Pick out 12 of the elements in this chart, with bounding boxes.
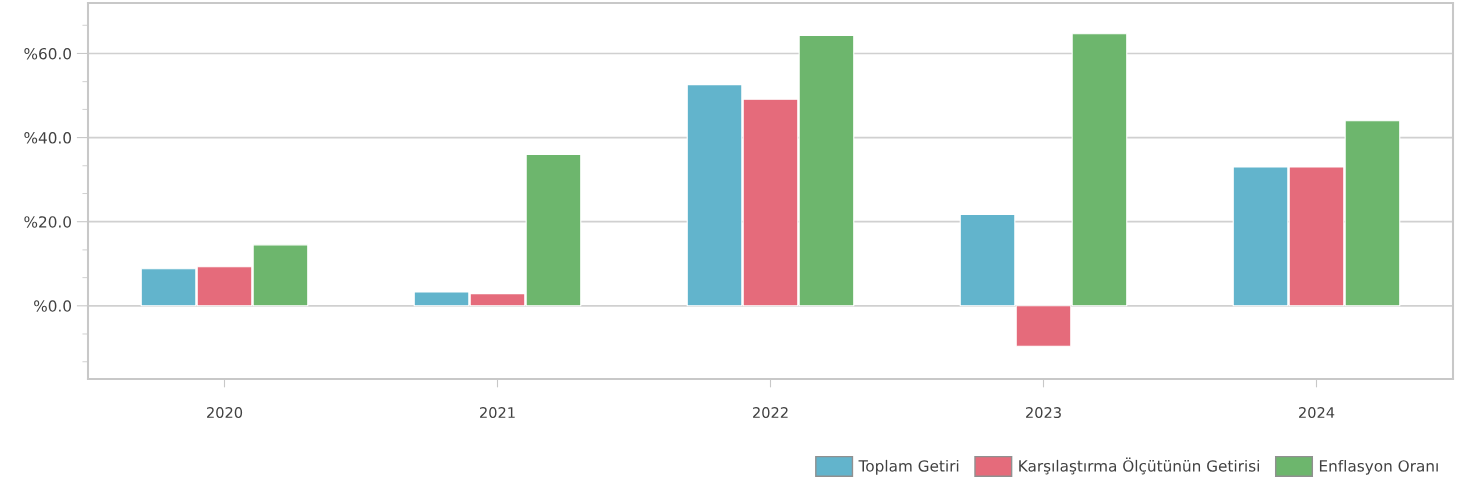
x-tick-label: 2023 xyxy=(1026,407,1061,419)
y-tick-label: %0.0 xyxy=(34,300,72,312)
y-tick-label: %40.0 xyxy=(24,132,72,144)
x-tick-label: 2020 xyxy=(207,407,243,419)
legend-label: Toplam Getiri xyxy=(858,459,959,475)
x-tick-label: 2022 xyxy=(753,407,788,419)
legend-label: Karşılaştırma Ölçütünün Getirisi xyxy=(1019,457,1259,475)
y-tick-label: %60.0 xyxy=(24,47,72,60)
x-tick-label: 2024 xyxy=(1299,407,1335,419)
y-tick-label: %20.0 xyxy=(24,216,72,228)
x-tick-label: 2021 xyxy=(480,407,515,419)
legend-label: Enflasyon Oranı xyxy=(1319,459,1438,475)
